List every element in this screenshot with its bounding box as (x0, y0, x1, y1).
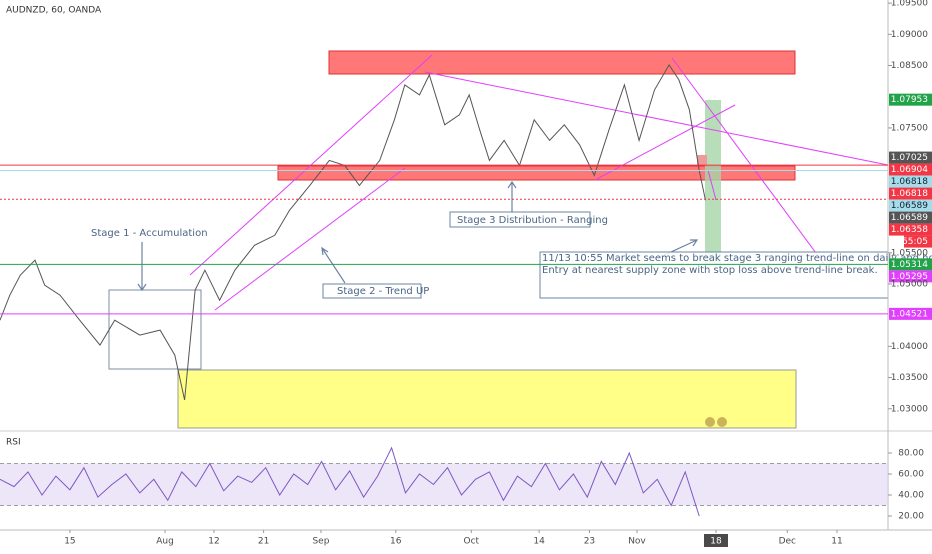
x-tick-label: 11 (831, 537, 842, 547)
x-tick-label: Nov (628, 537, 646, 547)
price-label: 1.05295 (891, 272, 928, 282)
price-label: 1.07953 (891, 95, 928, 105)
price-label-bg (889, 163, 932, 176)
stop-zone (697, 155, 707, 165)
rsi-title: RSI (6, 438, 21, 448)
chart-title: AUDNZD, 60, OANDA (6, 6, 102, 16)
icon (717, 417, 727, 427)
price-label-bg (889, 307, 932, 320)
note-box (539, 251, 889, 299)
arrows (137, 180, 699, 292)
y-tick-label: 1.07500 (891, 123, 928, 133)
y-tick-label: 1.04000 (891, 342, 928, 352)
y-tick-label: 60.00 (898, 470, 924, 480)
y-tick-label: 1.03000 (891, 404, 928, 414)
x-tick-label: 23 (584, 537, 595, 547)
price-label-bg (889, 258, 932, 271)
trend-line (214, 167, 406, 311)
annotation: Stage 2 - Trend UP (337, 286, 429, 297)
x-tick-label: 18 (710, 537, 722, 547)
price-line (0, 63, 706, 401)
countdown: 55:05 (902, 237, 928, 247)
price-label: 1.06358 (891, 225, 928, 235)
demand-zone (177, 369, 797, 429)
y-tick-label: 1.09000 (891, 30, 928, 40)
x-tick-highlight (703, 534, 728, 547)
price-label-bg (889, 187, 932, 200)
supply-zone (328, 50, 796, 75)
y-tick-label: 1.05500 (891, 248, 928, 258)
trend-line (424, 71, 889, 166)
price-label: 1.06589 (891, 213, 928, 223)
x-tick-label: Aug (156, 537, 174, 547)
annotation-box (322, 283, 422, 299)
x-tick-label: 12 (208, 537, 219, 547)
y-tick-label: 1.03500 (891, 373, 928, 383)
x-tick-label: 21 (258, 537, 269, 547)
price-label-bg (889, 199, 932, 212)
countdown-bg (904, 235, 932, 248)
x-tick-label: 14 (533, 537, 545, 547)
y-tick-label: 20.00 (898, 512, 924, 522)
annotation: Stage 1 - Accumulation (91, 228, 208, 239)
price-label-bg (889, 151, 932, 164)
x-tick-label: 15 (64, 537, 75, 547)
icon (705, 417, 715, 427)
price-label: 1.06589 (891, 201, 928, 211)
y-tick-label: 1.08500 (891, 61, 928, 71)
note-line: 11/13 10:55 Market seems to break stage … (542, 253, 932, 264)
price-label: 1.06818 (891, 177, 928, 187)
x-tick-label: Dec (779, 537, 796, 547)
arrow (137, 242, 147, 292)
price-label-bg (889, 270, 932, 283)
arrow (507, 180, 517, 212)
x-tick-label: Sep (312, 537, 329, 547)
trend-line (707, 169, 717, 201)
trend-line (594, 104, 736, 181)
y-tick-label: 40.00 (898, 491, 924, 501)
x-tick-label: 16 (390, 537, 402, 547)
annotation-box (449, 211, 591, 228)
price-line (0, 446, 700, 517)
y-tick-label: 1.05000 (891, 279, 928, 289)
price-label-bg (889, 211, 932, 224)
price-label: 1.05314 (891, 260, 928, 270)
y-tick-label: 1.09500 (891, 0, 928, 9)
annotation: Stage 3 Distribution - Ranging (457, 215, 608, 226)
supply-zone (277, 165, 796, 181)
price-label-bg (889, 223, 932, 236)
price-label: 1.06818 (891, 189, 928, 199)
price-label: 1.06904 (891, 165, 928, 175)
target-zone (705, 100, 721, 265)
price-label: 1.07025 (891, 153, 928, 163)
note-line: Entry at nearest supply zone with stop l… (542, 265, 878, 276)
x-tick-label: Oct (463, 537, 479, 547)
y-tick-label: 80.00 (898, 449, 924, 459)
price-label-bg (889, 175, 932, 188)
price-label-bg (889, 93, 932, 106)
price-label: 1.04521 (891, 309, 928, 319)
arrow (321, 246, 346, 284)
